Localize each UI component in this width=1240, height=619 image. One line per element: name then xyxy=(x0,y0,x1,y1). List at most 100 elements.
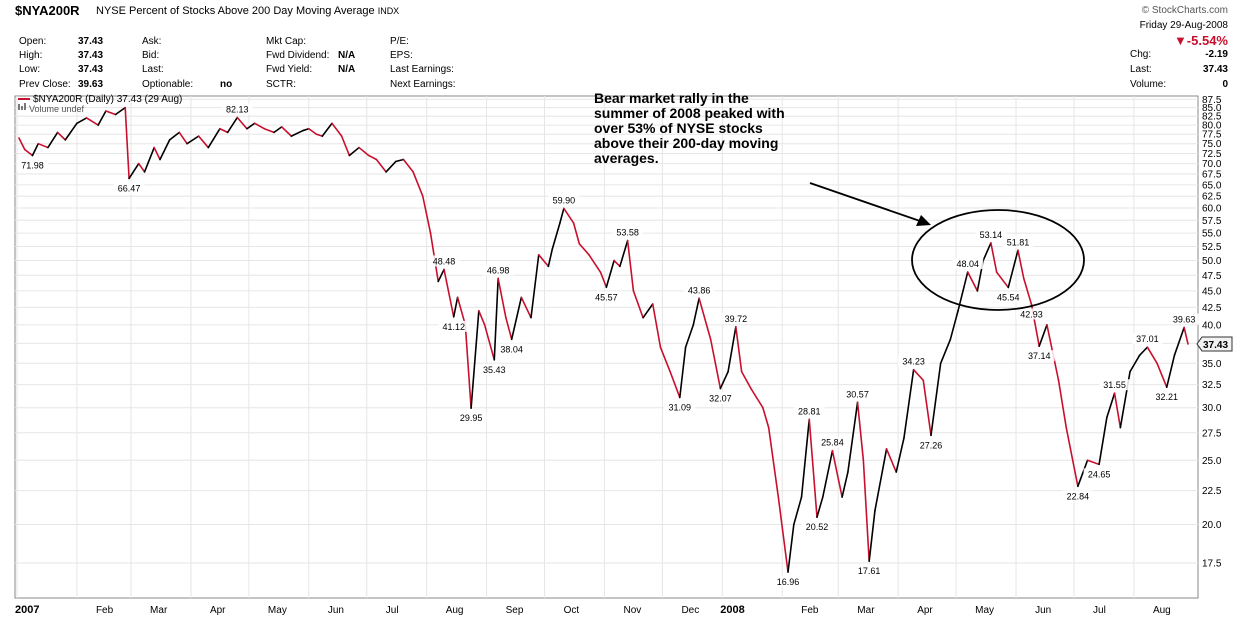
data-label-bg xyxy=(683,284,715,296)
series-segment xyxy=(537,254,550,268)
series-segment xyxy=(1022,277,1033,306)
y-tick-label: 87.5 xyxy=(1202,95,1222,106)
quote-value: N/A xyxy=(338,50,356,61)
series-segment xyxy=(709,338,722,390)
series-segment xyxy=(321,122,333,137)
series-segment xyxy=(990,242,998,274)
quote-label: Bid: xyxy=(142,50,160,61)
data-label: 28.81 xyxy=(798,406,821,416)
series-segment xyxy=(847,401,859,473)
series-segment xyxy=(1038,324,1048,348)
data-label: 20.52 xyxy=(806,522,829,532)
date-line: Friday 29-Aug-2008 xyxy=(1139,20,1228,31)
series-segment xyxy=(76,117,88,125)
data-label-bg xyxy=(478,363,510,375)
quote-label: Volume: xyxy=(1130,79,1167,90)
series-segment xyxy=(1138,346,1149,356)
data-label-bg xyxy=(496,343,528,355)
data-label-bg xyxy=(772,576,804,588)
series-segment xyxy=(226,116,239,134)
y-tick-label: 17.5 xyxy=(1202,559,1222,570)
x-tick-label: Sep xyxy=(506,605,524,616)
x-tick-label: May xyxy=(268,605,287,616)
y-tick-label: 35.0 xyxy=(1202,359,1222,370)
data-label-bg xyxy=(548,194,580,206)
data-label: 25.84 xyxy=(821,438,844,448)
data-label: 27.26 xyxy=(920,440,943,450)
quote-label: Chg: xyxy=(1130,49,1152,60)
data-label: 17.61 xyxy=(858,566,881,576)
data-label: 32.07 xyxy=(709,393,732,403)
series-segment xyxy=(868,509,876,563)
data-label-bg xyxy=(221,103,253,115)
series-segment xyxy=(874,448,888,512)
series-segment xyxy=(290,129,304,137)
y-tick-label: 62.5 xyxy=(1202,192,1222,203)
data-label: 34.23 xyxy=(902,357,925,367)
series-segment xyxy=(651,303,662,349)
series-segment xyxy=(456,296,467,326)
data-label: 37.01 xyxy=(1136,334,1159,344)
data-label-bg xyxy=(853,565,885,577)
y-tick-label: 60.0 xyxy=(1202,203,1222,214)
series-segment xyxy=(698,297,712,341)
data-label-bg xyxy=(1131,333,1163,345)
x-tick-label: Apr xyxy=(917,605,933,616)
data-label: 46.98 xyxy=(487,265,510,275)
series-segment xyxy=(1098,416,1108,466)
series-segment xyxy=(470,309,480,410)
data-label-bg xyxy=(455,412,487,424)
y-tick-label: 22.5 xyxy=(1202,486,1222,497)
series-segment xyxy=(358,146,370,157)
quote-label: High: xyxy=(19,50,43,61)
quote-label: Open: xyxy=(19,36,47,47)
data-label-bg xyxy=(590,291,622,303)
data-label: 39.72 xyxy=(725,314,748,324)
y-tick-label: 72.5 xyxy=(1202,149,1222,160)
series-segment xyxy=(478,309,486,326)
legend-volume-icon xyxy=(21,106,23,110)
series-segment xyxy=(740,370,753,390)
series-segment xyxy=(412,171,424,198)
series-segment xyxy=(735,326,743,373)
series-segment xyxy=(23,148,34,157)
data-label-bg xyxy=(1083,468,1115,480)
series-segment xyxy=(302,127,310,132)
series-segment xyxy=(105,110,117,116)
brand-label[interactable]: © StockCharts.com xyxy=(1141,5,1228,16)
data-label-bg xyxy=(1168,313,1200,325)
series-segment xyxy=(307,127,318,136)
series-segment xyxy=(331,122,343,137)
series-segment xyxy=(197,135,210,149)
data-label: 31.55 xyxy=(1103,380,1126,390)
series-segment xyxy=(464,324,472,410)
series-segment xyxy=(930,362,942,437)
series-segment xyxy=(1156,362,1168,389)
quote-label: Fwd Yield: xyxy=(266,64,313,75)
data-label: 48.48 xyxy=(433,256,456,266)
x-tick-label: 2007 xyxy=(15,604,39,616)
quote-value: no xyxy=(220,79,233,90)
y-tick-label: 70.0 xyxy=(1202,159,1222,170)
x-tick-label: 2008 xyxy=(720,604,744,616)
y-tick-label: 80.0 xyxy=(1202,121,1222,132)
series-segment xyxy=(280,126,293,137)
data-label: 35.43 xyxy=(483,365,506,375)
series-segment xyxy=(394,158,405,163)
series-segment xyxy=(1129,354,1141,373)
y-tick-label: 55.0 xyxy=(1202,229,1222,240)
quote-label: Prev Close: xyxy=(19,79,71,90)
series-segment xyxy=(85,117,99,126)
annotation-arrowhead xyxy=(916,215,931,226)
data-label: 51.81 xyxy=(1007,237,1030,247)
series-segment xyxy=(578,242,590,256)
quote-label: Last Earnings: xyxy=(390,64,454,75)
x-tick-label: Aug xyxy=(446,605,464,616)
y-tick-label: 77.5 xyxy=(1202,130,1222,141)
data-label-bg xyxy=(1023,350,1055,362)
data-label-bg xyxy=(1099,379,1131,391)
data-label-bg xyxy=(438,320,470,332)
series-segment xyxy=(375,158,387,173)
series-segment xyxy=(483,324,496,361)
